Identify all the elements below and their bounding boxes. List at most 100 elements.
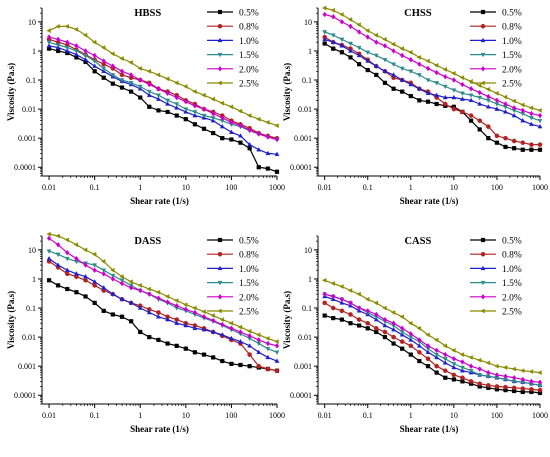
legend-swatch-marker xyxy=(217,251,223,257)
data-point xyxy=(425,343,431,349)
data-point xyxy=(486,93,491,100)
x-tick-label: 0.1 xyxy=(90,183,100,192)
data-point xyxy=(477,101,483,106)
data-point xyxy=(74,43,79,49)
data-point xyxy=(416,343,422,348)
x-tick-label: 1000 xyxy=(532,183,548,192)
x-tick-label: 1 xyxy=(409,411,413,420)
data-point xyxy=(220,358,225,364)
legend: 0.5% 0.8% 1.0% 1.5% 2.0% 2.5% xyxy=(470,9,522,90)
data-point xyxy=(274,169,280,174)
data-point xyxy=(468,363,474,369)
data-point xyxy=(74,255,79,262)
data-point xyxy=(494,106,500,111)
data-point xyxy=(55,43,61,48)
y-tick-label: 1 xyxy=(308,275,312,284)
legend-swatch-marker xyxy=(217,80,222,86)
legend-swatch-marker xyxy=(217,294,223,300)
data-point xyxy=(64,267,70,272)
data-point xyxy=(274,123,279,129)
legend: 0.5% 0.8% 1.0% 1.5% 2.0% 2.5% xyxy=(470,237,522,318)
data-point xyxy=(83,294,88,299)
legend-swatch-marker xyxy=(217,237,223,243)
data-point xyxy=(92,69,97,74)
data-point xyxy=(528,105,534,111)
data-point xyxy=(265,354,271,360)
y-tick-label: 10 xyxy=(304,246,312,255)
data-point xyxy=(65,249,70,256)
data-point xyxy=(138,329,143,335)
data-point xyxy=(256,337,261,343)
data-point xyxy=(339,37,345,43)
data-point xyxy=(433,62,439,68)
data-point xyxy=(220,115,225,121)
data-point xyxy=(339,308,345,314)
data-point xyxy=(92,263,98,268)
data-point xyxy=(382,322,388,328)
data-point xyxy=(374,329,379,335)
data-point xyxy=(183,84,188,89)
data-point xyxy=(408,69,414,74)
data-point xyxy=(520,376,525,383)
data-point xyxy=(417,337,422,343)
data-point xyxy=(83,48,88,54)
data-point xyxy=(442,343,447,349)
data-point xyxy=(55,36,61,43)
data-point xyxy=(460,81,465,88)
y-tick-label: 0.01 xyxy=(298,105,312,114)
data-point xyxy=(425,364,431,369)
data-point xyxy=(416,73,422,78)
data-point xyxy=(201,106,207,112)
data-point xyxy=(520,102,525,108)
data-point xyxy=(399,66,405,72)
data-point xyxy=(434,101,439,107)
data-point xyxy=(274,339,279,345)
data-point xyxy=(322,36,328,42)
y-tick-label: 0.0001 xyxy=(14,163,36,172)
data-point xyxy=(408,320,413,326)
data-point xyxy=(331,316,336,321)
data-point xyxy=(183,302,188,308)
data-point xyxy=(92,52,97,59)
data-point xyxy=(174,302,179,309)
data-point xyxy=(246,328,252,334)
legend-swatch-marker xyxy=(480,265,486,271)
data-point xyxy=(477,118,483,123)
data-point xyxy=(322,300,327,306)
data-point xyxy=(101,285,107,290)
data-point xyxy=(274,368,280,373)
data-point xyxy=(451,372,457,378)
legend-swatch-marker xyxy=(217,66,223,72)
y-tick-label: 0.001 xyxy=(18,134,36,143)
data-point xyxy=(201,326,207,332)
data-point xyxy=(373,63,379,68)
data-point xyxy=(101,259,106,264)
data-point xyxy=(330,305,336,311)
data-point xyxy=(477,381,483,386)
data-point xyxy=(425,356,431,362)
legend-entry: 1.5% xyxy=(239,51,259,61)
data-point xyxy=(408,352,413,357)
data-point xyxy=(434,363,439,369)
data-point xyxy=(348,55,353,60)
data-point xyxy=(110,291,116,296)
y-tick-label: 10 xyxy=(28,246,36,255)
data-point xyxy=(64,23,70,29)
data-point xyxy=(520,107,525,114)
data-point xyxy=(229,119,234,126)
data-point xyxy=(468,85,474,92)
data-point xyxy=(247,146,252,151)
data-point xyxy=(356,305,362,311)
data-point xyxy=(382,305,387,311)
data-point xyxy=(382,334,388,340)
data-point xyxy=(46,255,52,261)
series-2.0% xyxy=(46,34,280,143)
data-point xyxy=(537,107,542,113)
legend: 0.5% 0.8% 1.0% 1.5% 2.0% 2.5% xyxy=(207,9,259,90)
legend-entry: 2.0% xyxy=(502,293,522,303)
data-point xyxy=(357,323,362,328)
x-tick-label: 0.01 xyxy=(42,411,56,420)
data-point xyxy=(373,32,379,38)
legend-entry: 2.5% xyxy=(239,308,259,318)
data-point xyxy=(174,343,179,348)
